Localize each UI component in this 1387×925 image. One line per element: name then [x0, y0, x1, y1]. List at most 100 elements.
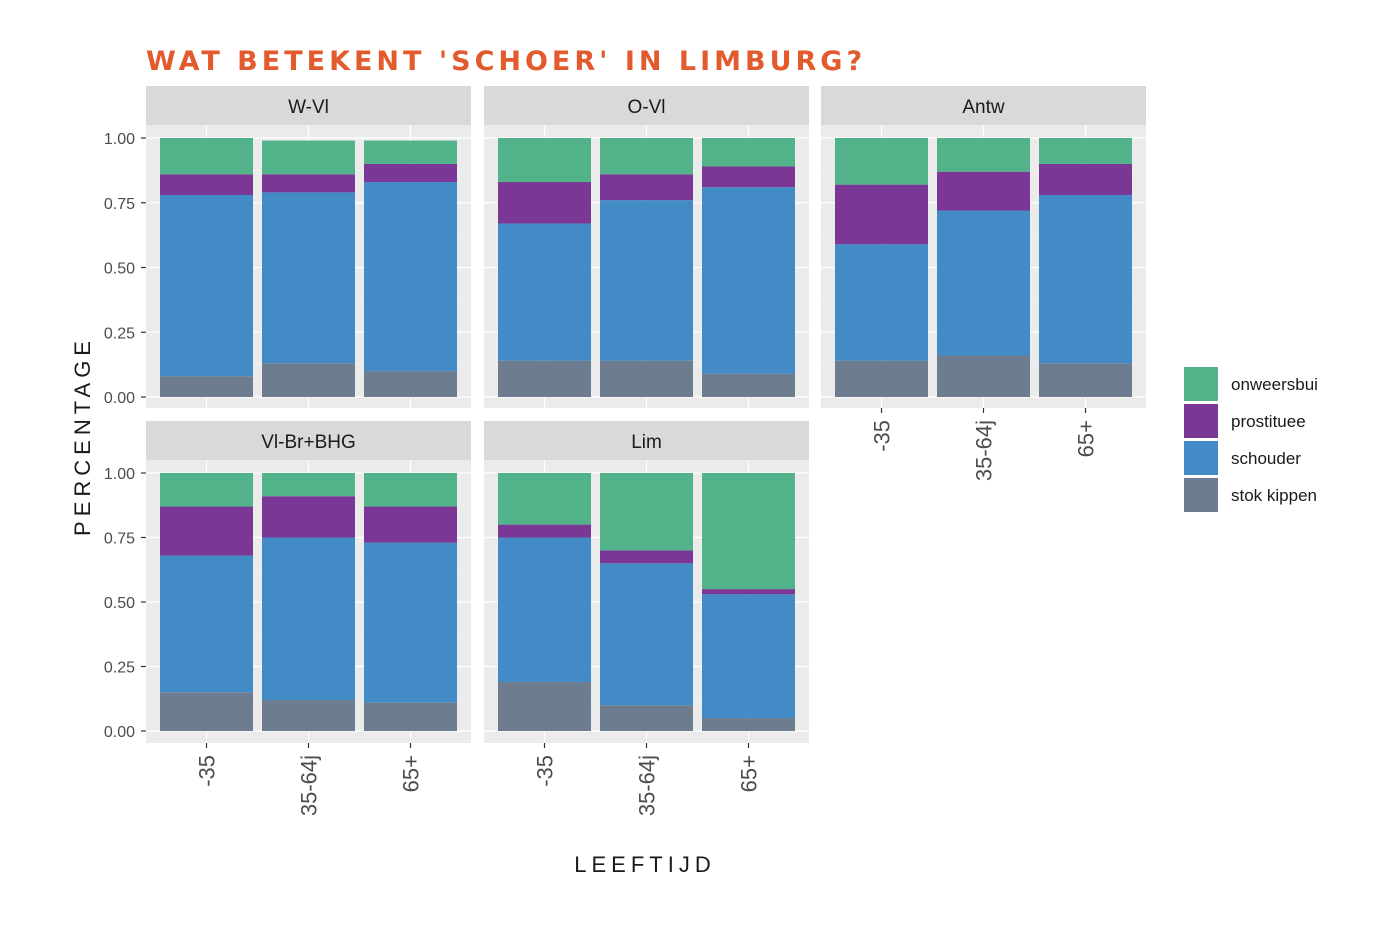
- x-tick-label: -35: [195, 755, 220, 787]
- bar-segment-stok-kippen-35-64j: [262, 700, 355, 731]
- legend-key-stok-kippen: [1184, 478, 1218, 512]
- bar-segment-onweersbui--35: [498, 473, 591, 525]
- bar-segment-prostituee--35: [160, 506, 253, 556]
- bar-segment-schouder-35-64j: [262, 537, 355, 701]
- bar-segment-schouder--35: [498, 537, 591, 682]
- bar-segment-prostituee-35-64j: [262, 496, 355, 538]
- bar-segment-prostituee--35: [835, 184, 928, 245]
- legend-key-schouder: [1184, 441, 1218, 475]
- facet-strip-label: W-Vl: [288, 97, 329, 118]
- legend-key-prostituee: [1184, 404, 1218, 438]
- x-tick-label: -35: [870, 420, 895, 452]
- bar-segment-prostituee-35-64j: [600, 550, 693, 564]
- facet-strip-label: O-Vl: [628, 97, 666, 118]
- bar-segment-schouder-65+: [702, 187, 795, 374]
- bar-segment-prostituee-35-64j: [262, 174, 355, 193]
- bar-segment-prostituee-65+: [1039, 163, 1132, 195]
- facet-strip-label: Lim: [631, 432, 662, 453]
- legend-label: prostituee: [1231, 412, 1306, 431]
- bar-segment-schouder-35-64j: [600, 563, 693, 706]
- y-tick-label: 0.50: [104, 261, 135, 278]
- y-tick-label: 1.00: [104, 466, 135, 483]
- bar-segment-prostituee-65+: [702, 589, 795, 595]
- bar-segment-onweersbui-35-64j: [937, 138, 1030, 172]
- y-tick-label: 0.00: [104, 390, 135, 407]
- bar-segment-onweersbui-65+: [364, 473, 457, 507]
- x-axis-title: LEEFTIJD: [574, 852, 715, 877]
- bar-segment-schouder-35-64j: [262, 192, 355, 364]
- facet-panels: W-Vl O-Vl Antw Vl-Br+BHG Lim: [146, 86, 1146, 743]
- bar-segment-stok-kippen-65+: [364, 371, 457, 397]
- facet-strip: [484, 86, 809, 125]
- bar-segment-stok-kippen-35-64j: [600, 360, 693, 397]
- legend-label: schouder: [1231, 449, 1301, 468]
- bar-segment-stok-kippen--35: [835, 360, 928, 397]
- y-tick-label: 1.00: [104, 131, 135, 148]
- bar-segment-onweersbui-35-64j: [262, 140, 355, 175]
- x-tick-label: 65+: [399, 755, 424, 792]
- y-tick-label: 0.50: [104, 595, 135, 612]
- bar-segment-onweersbui-65+: [364, 140, 457, 164]
- bar-segment-onweersbui-35-64j: [600, 138, 693, 175]
- x-tick-label: 65+: [1074, 420, 1099, 457]
- bar-segment-prostituee-35-64j: [937, 171, 1030, 211]
- bar-segment-schouder-65+: [702, 594, 795, 719]
- bar-segment-stok-kippen--35: [160, 376, 253, 397]
- bar-segment-schouder--35: [498, 223, 591, 361]
- facet-strip: [146, 86, 471, 125]
- bar-segment-stok-kippen-65+: [702, 718, 795, 731]
- bar-segment-stok-kippen--35: [498, 360, 591, 397]
- facet-strip-label: Vl-Br+BHG: [261, 432, 356, 453]
- y-axis: 0.00 0.25 0.50 0.75 1.00 0.00 0.25 0.50 0.75 1.00: [104, 131, 146, 741]
- bar-segment-onweersbui--35: [160, 138, 253, 175]
- bar-segment-onweersbui-35-64j: [600, 473, 693, 551]
- facet-strip: [484, 421, 809, 460]
- legend: onweersbui prostituee schouder stok kippen: [1184, 367, 1318, 512]
- bar-segment-onweersbui-65+: [1039, 138, 1132, 164]
- legend-label: onweersbui: [1231, 375, 1318, 394]
- y-tick-label: 0.00: [104, 724, 135, 741]
- bar-segment-stok-kippen-35-64j: [937, 355, 1030, 397]
- bar-segment-schouder-65+: [364, 542, 457, 703]
- bar-segment-schouder-35-64j: [937, 210, 1030, 356]
- bar-segment-onweersbui-65+: [702, 473, 795, 590]
- x-tick-label: 65+: [737, 755, 762, 792]
- facet-strip: [821, 86, 1146, 125]
- facet-strip: [146, 421, 471, 460]
- bar-segment-schouder-65+: [1039, 194, 1132, 364]
- x-tick-label: -35: [533, 755, 558, 787]
- facet-panel-o-vl: O-Vl: [484, 86, 809, 408]
- x-tick-label: 35-64j: [972, 420, 997, 481]
- facet-panel-lim: Lim: [484, 421, 809, 743]
- bar-segment-prostituee--35: [160, 174, 253, 195]
- legend-key-onweersbui: [1184, 367, 1218, 401]
- bar-segment-stok-kippen--35: [160, 692, 253, 731]
- bar-segment-prostituee-35-64j: [600, 174, 693, 201]
- x-axis-ticks: -35 35-64j 65+ -35 35-64j 65+ -35 35-64j 65+: [195, 408, 1099, 816]
- bar-segment-stok-kippen-65+: [364, 702, 457, 731]
- bar-segment-prostituee--35: [498, 524, 591, 538]
- facet-panel-w-vl: W-Vl: [146, 86, 471, 408]
- bar-segment-schouder--35: [160, 555, 253, 693]
- bar-segment-stok-kippen-35-64j: [262, 363, 355, 397]
- y-tick-label: 0.75: [104, 196, 135, 213]
- bar-segment-schouder-65+: [364, 182, 457, 372]
- facet-panel-antw: Antw: [821, 86, 1146, 408]
- chart-title: WAT BETEKENT 'SCHOER' IN LIMBURG?: [146, 46, 866, 77]
- bar-segment-stok-kippen--35: [498, 681, 591, 731]
- bar-segment-onweersbui-65+: [702, 138, 795, 167]
- bar-segment-schouder-35-64j: [600, 200, 693, 361]
- y-tick-label: 0.75: [104, 531, 135, 548]
- bar-segment-stok-kippen-65+: [1039, 363, 1132, 397]
- y-tick-label: 0.25: [104, 325, 135, 342]
- bar-segment-onweersbui--35: [160, 473, 253, 507]
- bar-segment-prostituee-65+: [702, 166, 795, 188]
- bar-segment-prostituee-65+: [364, 506, 457, 543]
- bar-segment-onweersbui-35-64j: [262, 473, 355, 497]
- bar-segment-stok-kippen-35-64j: [600, 705, 693, 731]
- x-tick-label: 35-64j: [635, 755, 660, 816]
- bar-segment-stok-kippen-65+: [702, 373, 795, 397]
- bar-segment-onweersbui--35: [835, 138, 928, 185]
- bar-segment-prostituee-65+: [364, 163, 457, 183]
